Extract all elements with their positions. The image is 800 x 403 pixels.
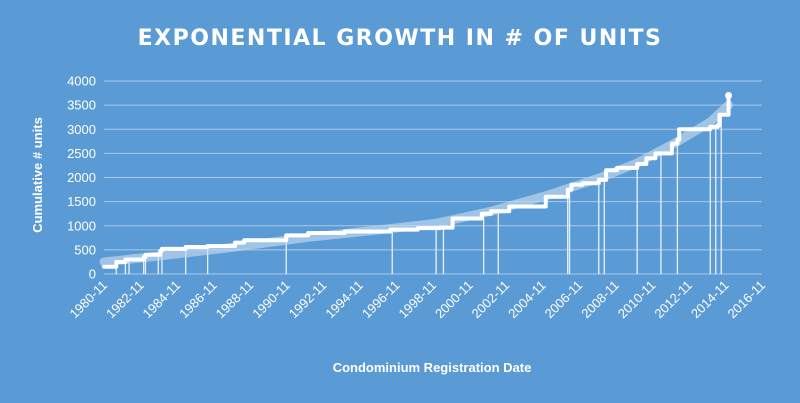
- y-tick-label: 0: [89, 267, 96, 282]
- x-tick-label: 1984-11: [140, 278, 184, 322]
- x-tick-label: 1996-11: [359, 278, 403, 322]
- series-end-point: [725, 91, 733, 99]
- x-tick-label: 1986-11: [176, 278, 220, 322]
- x-tick-label: 1994-11: [322, 278, 366, 322]
- x-tick-label: 2012-11: [651, 278, 695, 322]
- y-tick-label: 1500: [67, 194, 96, 209]
- x-tick-label: 1982-11: [103, 278, 147, 322]
- x-tick-label: 2004-11: [505, 278, 549, 322]
- y-axis-title: Cumulative # units: [30, 117, 45, 233]
- x-tick-label: 2016-11: [724, 278, 768, 322]
- x-tick-label: 2002-11: [469, 278, 513, 322]
- x-tick-label: 2000-11: [432, 278, 476, 322]
- x-tick-label: 1992-11: [286, 278, 330, 322]
- y-tick-label: 2500: [67, 146, 96, 161]
- series-group: [99, 91, 734, 269]
- y-tick-label: 3500: [67, 98, 96, 113]
- x-tick-label: 2010-11: [615, 278, 659, 322]
- y-axis-ticks: 0 500 1000 1500 2000 2500 3000 3500 4000: [67, 74, 96, 282]
- x-axis-ticks: 1980-111982-111984-111986-111988-111990-…: [66, 278, 768, 322]
- x-tick-label: 1990-11: [249, 278, 293, 322]
- x-tick-label: 1980-11: [66, 278, 110, 322]
- x-tick-label: 2014-11: [688, 278, 732, 322]
- chart-title: EXPONENTIAL GROWTH IN # OF UNITS: [138, 26, 663, 51]
- y-tick-label: 2000: [67, 170, 96, 185]
- y-tick-label: 3000: [67, 122, 96, 137]
- x-tick-label: 2008-11: [578, 278, 622, 322]
- x-axis-title: Condominium Registration Date: [333, 360, 532, 375]
- x-tick-label: 2006-11: [542, 278, 586, 322]
- x-tick-label: 1998-11: [395, 278, 439, 322]
- y-tick-label: 4000: [67, 74, 96, 89]
- y-tick-label: 1000: [67, 218, 96, 233]
- y-tick-label: 500: [74, 242, 96, 257]
- cumulative-units-line: [102, 93, 731, 269]
- x-tick-label: 1988-11: [213, 278, 257, 322]
- trend-line: [99, 100, 734, 267]
